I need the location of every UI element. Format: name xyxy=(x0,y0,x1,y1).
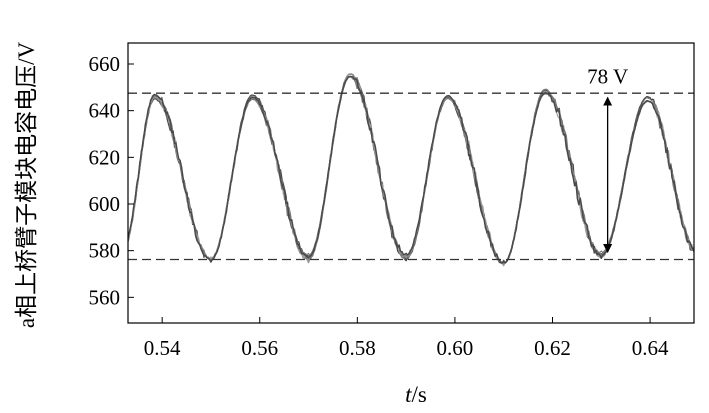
series-trace xyxy=(128,75,694,265)
reference-lines xyxy=(128,92,694,261)
x-tick-label: 0.54 xyxy=(144,336,181,360)
peak-to-peak-annotation: 78 V xyxy=(587,65,628,254)
plot-frame xyxy=(127,42,695,324)
y-tick-label: 660 xyxy=(89,52,121,76)
x-axis: 0.54 0.56 0.58 0.60 0.62 0.64 xyxy=(144,317,669,360)
x-tick-label: 0.64 xyxy=(632,336,669,360)
y-tick-label: 560 xyxy=(89,285,121,309)
y-tick-label: 620 xyxy=(89,145,121,169)
series-trace xyxy=(128,73,694,264)
y-tick-label: 600 xyxy=(89,192,121,216)
series-trace xyxy=(128,73,694,267)
waveform-traces xyxy=(128,73,694,267)
x-tick-label: 0.58 xyxy=(339,336,376,360)
annotation-label: 78 V xyxy=(587,65,628,89)
x-tick-label: 0.62 xyxy=(534,336,571,360)
y-tick-label: 580 xyxy=(89,239,121,263)
series-trace xyxy=(128,75,694,264)
x-tick-label: 0.56 xyxy=(241,336,278,360)
series-trace xyxy=(128,75,694,265)
series-trace xyxy=(128,75,694,264)
y-tick-label: 640 xyxy=(89,99,121,123)
y-axis-label: a相上桥臂子模块电容电压/V xyxy=(14,42,39,329)
x-tick-label: 0.60 xyxy=(437,336,474,360)
x-axis-label: t/s xyxy=(405,382,427,407)
y-axis: 560 580 600 620 640 660 xyxy=(89,52,134,309)
